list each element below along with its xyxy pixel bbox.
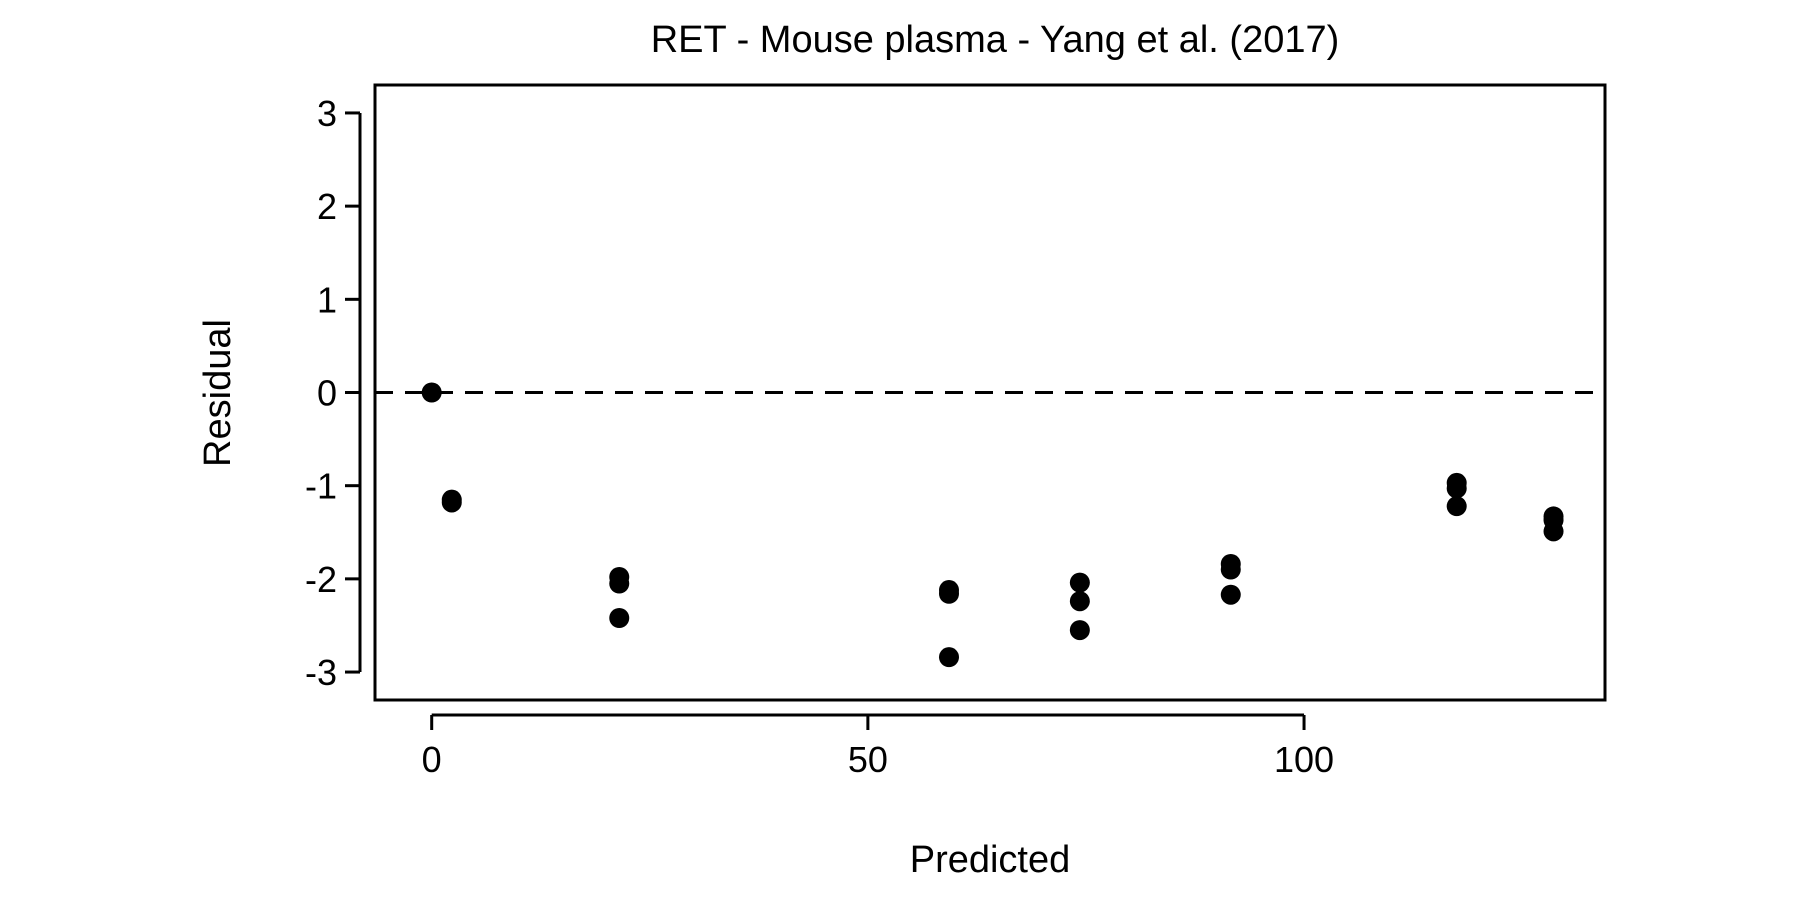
y-tick-label: 1 (317, 279, 337, 320)
data-point (1446, 496, 1467, 517)
x-ticks: 0 50 100 (422, 715, 1334, 780)
x-axis-label: Predicted (910, 839, 1071, 881)
x-tick-label: 100 (1274, 739, 1334, 780)
data-point (1446, 478, 1467, 499)
y-ticks: 3 2 1 0 -1 -2 -3 (305, 93, 360, 693)
data-point (609, 573, 630, 594)
chart-title: RET - Mouse plasma - Yang et al. (2017) (651, 19, 1340, 61)
y-tick-label: -3 (305, 652, 337, 693)
y-tick-label: 0 (317, 373, 337, 414)
data-point (1069, 572, 1090, 593)
y-tick-label: -2 (305, 559, 337, 600)
data-point (1069, 620, 1090, 641)
x-tick-label: 0 (422, 739, 442, 780)
data-point (609, 608, 630, 628)
data-point (939, 583, 959, 604)
data-point (441, 492, 462, 513)
y-tick-label: -1 (305, 466, 337, 507)
y-axis-label: Residual (197, 319, 239, 467)
data-points (421, 382, 1564, 668)
x-tick-label: 50 (848, 739, 888, 780)
data-point (1220, 559, 1241, 580)
data-point (1543, 521, 1564, 542)
data-point (939, 647, 959, 668)
data-point (1220, 584, 1241, 605)
y-tick-label: 3 (317, 93, 337, 134)
data-point (1069, 591, 1090, 612)
y-tick-label: 2 (317, 186, 337, 227)
data-point (421, 382, 442, 403)
